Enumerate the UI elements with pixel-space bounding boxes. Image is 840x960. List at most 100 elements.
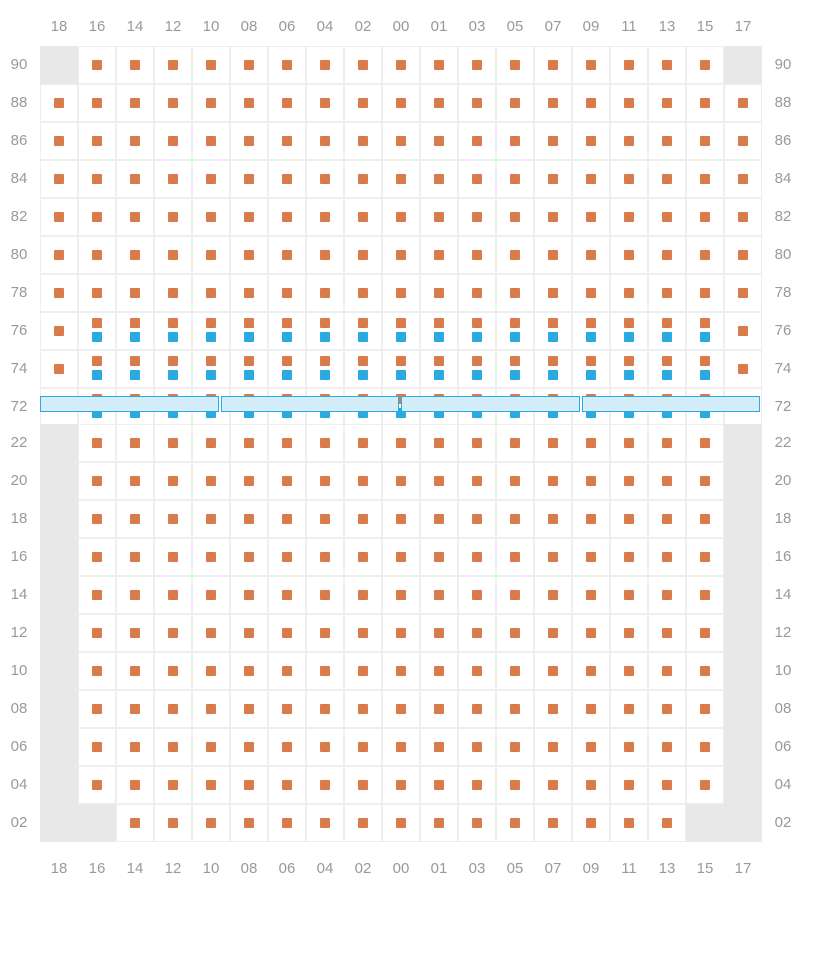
- seat[interactable]: [662, 60, 672, 70]
- seat[interactable]: [624, 590, 634, 600]
- seat[interactable]: [244, 476, 254, 486]
- seat-special[interactable]: [662, 370, 672, 380]
- seat-special[interactable]: [92, 332, 102, 342]
- seat[interactable]: [206, 212, 216, 222]
- seat[interactable]: [586, 356, 596, 366]
- seat-special[interactable]: [700, 370, 710, 380]
- seat[interactable]: [434, 174, 444, 184]
- grid-cell[interactable]: [724, 424, 762, 462]
- seat[interactable]: [586, 212, 596, 222]
- seat[interactable]: [320, 318, 330, 328]
- seat[interactable]: [624, 288, 634, 298]
- seat[interactable]: [396, 212, 406, 222]
- seat[interactable]: [586, 174, 596, 184]
- seat-special[interactable]: [92, 370, 102, 380]
- grid-cell[interactable]: [40, 728, 78, 766]
- seat[interactable]: [244, 818, 254, 828]
- grid-cell[interactable]: [40, 46, 78, 84]
- seat-special[interactable]: [168, 370, 178, 380]
- seat[interactable]: [320, 438, 330, 448]
- seat[interactable]: [472, 780, 482, 790]
- seat[interactable]: [282, 818, 292, 828]
- grid-cell[interactable]: [40, 766, 78, 804]
- seat[interactable]: [624, 438, 634, 448]
- grid-cell[interactable]: [40, 614, 78, 652]
- seat[interactable]: [282, 356, 292, 366]
- seat[interactable]: [662, 212, 672, 222]
- seat[interactable]: [206, 628, 216, 638]
- seat[interactable]: [586, 552, 596, 562]
- seat[interactable]: [282, 174, 292, 184]
- seat[interactable]: [472, 628, 482, 638]
- seat[interactable]: [586, 780, 596, 790]
- seat[interactable]: [168, 666, 178, 676]
- seat[interactable]: [320, 742, 330, 752]
- seat[interactable]: [168, 476, 178, 486]
- seat[interactable]: [396, 742, 406, 752]
- seat[interactable]: [168, 552, 178, 562]
- seat[interactable]: [320, 628, 330, 638]
- seat[interactable]: [396, 60, 406, 70]
- seat[interactable]: [92, 174, 102, 184]
- seat[interactable]: [92, 212, 102, 222]
- grid-cell[interactable]: [724, 462, 762, 500]
- seat[interactable]: [396, 780, 406, 790]
- seat[interactable]: [472, 60, 482, 70]
- seat[interactable]: [586, 742, 596, 752]
- seat[interactable]: [510, 136, 520, 146]
- seat[interactable]: [282, 552, 292, 562]
- seat[interactable]: [700, 212, 710, 222]
- seat[interactable]: [130, 60, 140, 70]
- seat[interactable]: [434, 514, 444, 524]
- seat[interactable]: [92, 318, 102, 328]
- seat[interactable]: [282, 318, 292, 328]
- seat[interactable]: [282, 628, 292, 638]
- seat[interactable]: [662, 136, 672, 146]
- seat[interactable]: [662, 818, 672, 828]
- seat[interactable]: [472, 704, 482, 714]
- seat[interactable]: [54, 326, 64, 336]
- seat[interactable]: [510, 666, 520, 676]
- seat[interactable]: [700, 356, 710, 366]
- seat[interactable]: [434, 476, 444, 486]
- seat[interactable]: [662, 590, 672, 600]
- seat-special[interactable]: [282, 370, 292, 380]
- seat[interactable]: [700, 318, 710, 328]
- seat-special[interactable]: [586, 370, 596, 380]
- seat[interactable]: [738, 98, 748, 108]
- seat[interactable]: [548, 250, 558, 260]
- grid-cell[interactable]: [724, 538, 762, 576]
- seat[interactable]: [700, 476, 710, 486]
- grid-cell[interactable]: [724, 614, 762, 652]
- seat[interactable]: [624, 704, 634, 714]
- seat[interactable]: [586, 514, 596, 524]
- seat[interactable]: [92, 250, 102, 260]
- seat[interactable]: [548, 212, 558, 222]
- seat[interactable]: [282, 780, 292, 790]
- seat[interactable]: [244, 98, 254, 108]
- seat[interactable]: [700, 666, 710, 676]
- seat[interactable]: [396, 476, 406, 486]
- seat[interactable]: [700, 552, 710, 562]
- seat[interactable]: [738, 288, 748, 298]
- seat-special[interactable]: [510, 332, 520, 342]
- seat[interactable]: [434, 666, 444, 676]
- seat[interactable]: [510, 628, 520, 638]
- seat[interactable]: [358, 250, 368, 260]
- seat[interactable]: [358, 704, 368, 714]
- seat[interactable]: [92, 628, 102, 638]
- seat[interactable]: [434, 212, 444, 222]
- seat[interactable]: [130, 318, 140, 328]
- seat[interactable]: [510, 288, 520, 298]
- seat[interactable]: [510, 250, 520, 260]
- seat[interactable]: [320, 288, 330, 298]
- seat[interactable]: [130, 476, 140, 486]
- seat[interactable]: [168, 514, 178, 524]
- seat[interactable]: [358, 742, 368, 752]
- seat[interactable]: [586, 818, 596, 828]
- seat-special[interactable]: [472, 370, 482, 380]
- seat-special[interactable]: [586, 332, 596, 342]
- seat[interactable]: [358, 628, 368, 638]
- seat[interactable]: [662, 250, 672, 260]
- seat[interactable]: [472, 98, 482, 108]
